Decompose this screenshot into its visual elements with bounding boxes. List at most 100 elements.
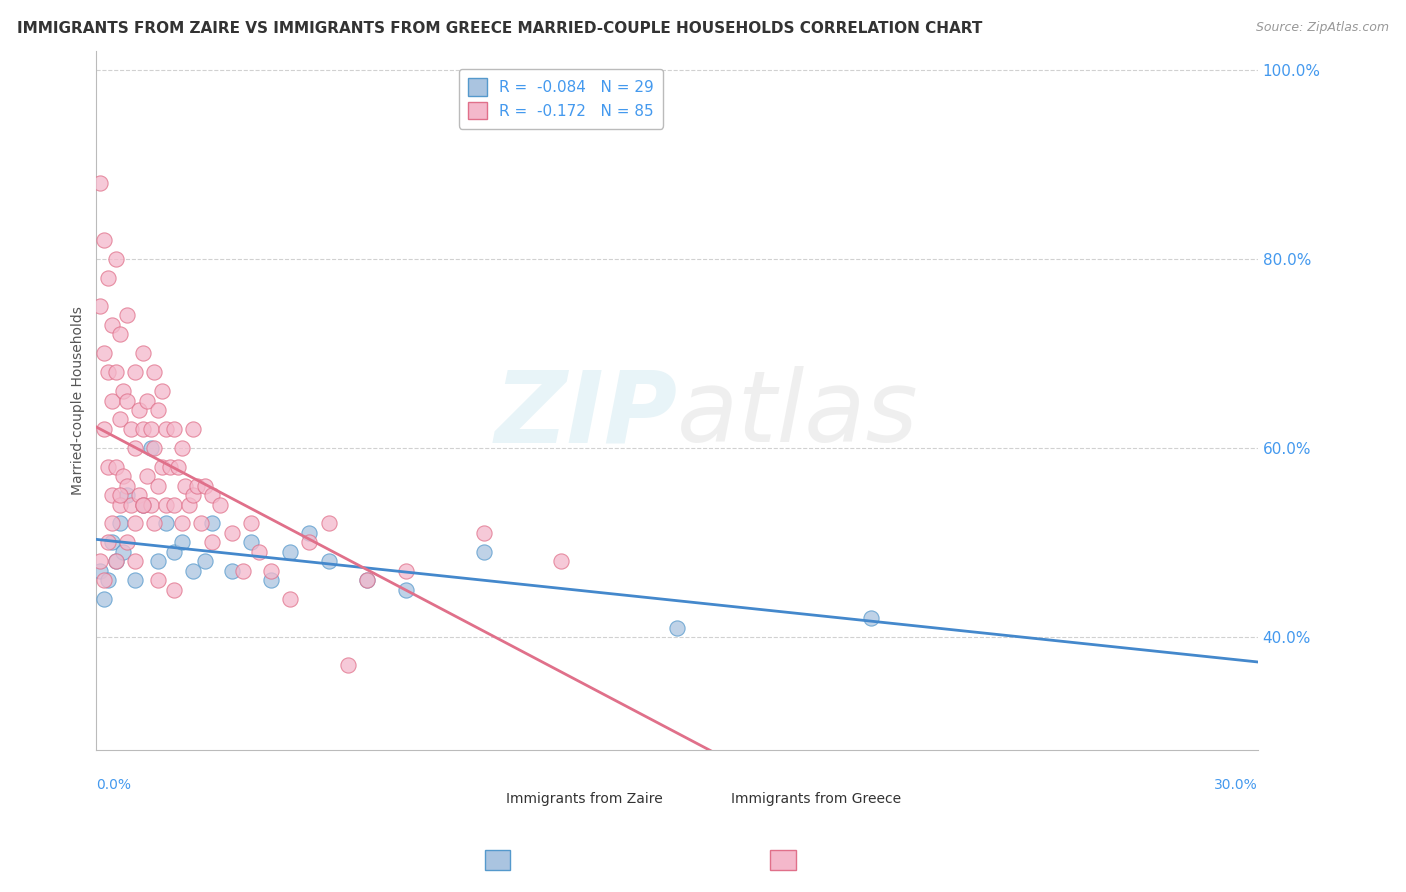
- Text: ZIP: ZIP: [494, 366, 678, 463]
- Point: [117, 309, 139, 323]
- Point: [104, 554, 127, 568]
- Point: [93, 346, 115, 360]
- Point: [143, 516, 166, 531]
- Point: [395, 564, 418, 578]
- Point: [179, 498, 201, 512]
- Point: [124, 554, 146, 568]
- Point: [124, 516, 146, 531]
- Point: [97, 573, 120, 587]
- Point: [163, 498, 186, 512]
- Point: [89, 564, 111, 578]
- Point: [666, 620, 689, 634]
- Point: [318, 554, 340, 568]
- Point: [232, 564, 254, 578]
- Point: [135, 469, 157, 483]
- Point: [221, 525, 243, 540]
- Point: [101, 516, 124, 531]
- Point: [104, 554, 127, 568]
- Point: [190, 516, 212, 531]
- Text: Source: ZipAtlas.com: Source: ZipAtlas.com: [1256, 21, 1389, 35]
- Point: [201, 516, 224, 531]
- Point: [89, 299, 111, 313]
- Point: [150, 459, 173, 474]
- Y-axis label: Married-couple Households: Married-couple Households: [72, 306, 86, 495]
- Point: [550, 554, 572, 568]
- Point: [108, 488, 131, 502]
- Point: [93, 573, 115, 587]
- Point: [89, 176, 111, 190]
- Point: [150, 384, 173, 398]
- Point: [240, 516, 263, 531]
- Point: [356, 573, 378, 587]
- Point: [104, 252, 127, 266]
- Point: [120, 498, 142, 512]
- Point: [148, 403, 170, 417]
- Point: [859, 611, 882, 625]
- Point: [298, 525, 321, 540]
- Point: [163, 545, 186, 559]
- Point: [337, 658, 360, 673]
- Point: [128, 488, 150, 502]
- Point: [143, 365, 166, 379]
- Text: 0.0%: 0.0%: [97, 779, 131, 792]
- Point: [97, 459, 120, 474]
- Point: [472, 525, 495, 540]
- Point: [170, 516, 193, 531]
- Point: [93, 592, 115, 607]
- Point: [124, 365, 146, 379]
- Point: [148, 478, 170, 492]
- Point: [174, 478, 197, 492]
- Point: [148, 554, 170, 568]
- Text: IMMIGRANTS FROM ZAIRE VS IMMIGRANTS FROM GREECE MARRIED-COUPLE HOUSEHOLDS CORREL: IMMIGRANTS FROM ZAIRE VS IMMIGRANTS FROM…: [17, 21, 983, 37]
- Point: [170, 535, 193, 549]
- Point: [209, 498, 232, 512]
- Legend: R =  -0.084   N = 29, R =  -0.172   N = 85: R = -0.084 N = 29, R = -0.172 N = 85: [460, 69, 662, 128]
- Point: [132, 422, 155, 436]
- Point: [186, 478, 208, 492]
- Point: [163, 422, 186, 436]
- Point: [108, 498, 131, 512]
- Point: [395, 582, 418, 597]
- Point: [194, 478, 217, 492]
- Point: [148, 573, 170, 587]
- Point: [117, 393, 139, 408]
- Point: [472, 545, 495, 559]
- Point: [104, 459, 127, 474]
- Point: [318, 516, 340, 531]
- Point: [132, 498, 155, 512]
- Point: [298, 535, 321, 549]
- Point: [356, 573, 378, 587]
- Point: [104, 365, 127, 379]
- Point: [101, 535, 124, 549]
- Text: Immigrants from Zaire: Immigrants from Zaire: [506, 792, 662, 806]
- Point: [97, 365, 120, 379]
- Point: [247, 545, 270, 559]
- Point: [139, 498, 162, 512]
- Point: [112, 469, 135, 483]
- Point: [124, 441, 146, 455]
- Point: [97, 270, 120, 285]
- Point: [201, 488, 224, 502]
- Point: [101, 488, 124, 502]
- Point: [139, 422, 162, 436]
- Point: [181, 564, 204, 578]
- Point: [117, 478, 139, 492]
- Point: [117, 535, 139, 549]
- Point: [259, 564, 281, 578]
- Point: [89, 554, 111, 568]
- Point: [139, 441, 162, 455]
- Point: [170, 441, 193, 455]
- Point: [112, 545, 135, 559]
- Point: [159, 459, 181, 474]
- Point: [181, 422, 204, 436]
- Point: [155, 516, 177, 531]
- Point: [194, 554, 217, 568]
- Point: [97, 535, 120, 549]
- Point: [221, 564, 243, 578]
- Point: [143, 441, 166, 455]
- Point: [117, 488, 139, 502]
- Point: [108, 327, 131, 342]
- Text: Immigrants from Greece: Immigrants from Greece: [731, 792, 901, 806]
- Point: [93, 233, 115, 247]
- Point: [155, 422, 177, 436]
